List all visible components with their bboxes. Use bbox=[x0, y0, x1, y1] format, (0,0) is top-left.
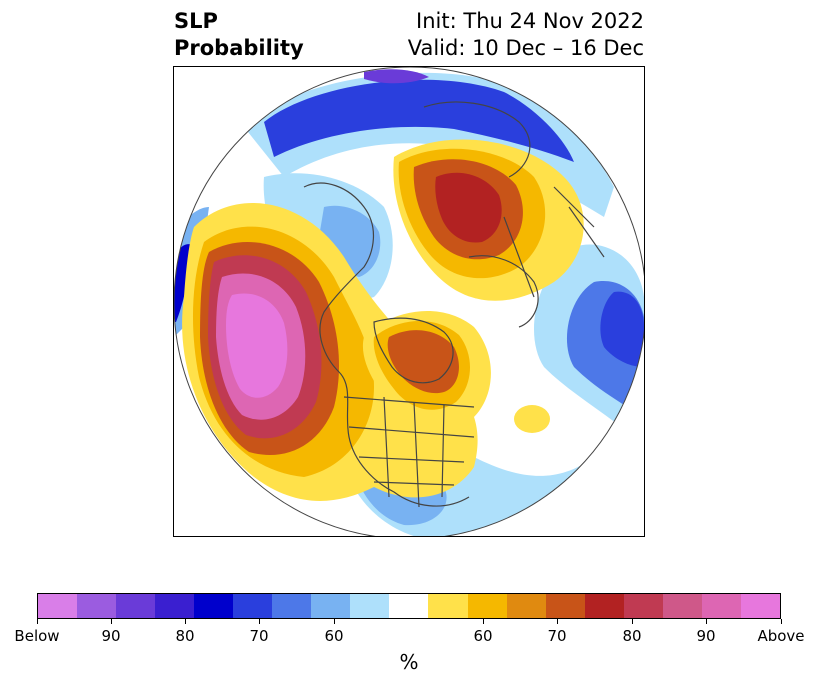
colorbar-cell bbox=[506, 594, 546, 618]
colorbar-cell bbox=[545, 594, 585, 618]
polar-projection-map bbox=[174, 67, 644, 536]
init-date-label: Init: Thu 24 Nov 2022 bbox=[416, 9, 644, 33]
colorbar-tick-label: 60 bbox=[473, 627, 493, 645]
colorbar-cell bbox=[701, 594, 741, 618]
colorbar-tick-label: 80 bbox=[175, 627, 195, 645]
below-anomaly-north-peak bbox=[364, 69, 429, 84]
colorbar-tick-label: 60 bbox=[324, 627, 344, 645]
above-anomaly-atlantic-blob bbox=[514, 405, 550, 433]
above-anomaly-arctic-80 bbox=[435, 172, 502, 243]
colorbar-tick-label: 90 bbox=[101, 627, 121, 645]
probability-colorbar bbox=[37, 593, 781, 619]
colorbar-tick-mark bbox=[557, 619, 558, 624]
colorbar-tick-label: 70 bbox=[547, 627, 567, 645]
colorbar-tick-label: Below bbox=[14, 627, 60, 645]
colorbar-tick-mark bbox=[483, 619, 484, 624]
colorbar-cell bbox=[662, 594, 702, 618]
below-anomaly-pacific-core bbox=[600, 291, 644, 367]
colorbar-tick-mark bbox=[185, 619, 186, 624]
colorbar-tick-mark bbox=[259, 619, 260, 624]
colorbar-cell bbox=[116, 594, 156, 618]
colorbar-cell bbox=[311, 594, 351, 618]
colorbar-tick-mark bbox=[706, 619, 707, 624]
colorbar-tick-label: 80 bbox=[622, 627, 642, 645]
colorbar-tick-label: Above bbox=[757, 627, 805, 645]
variable-label: SLP bbox=[174, 9, 218, 33]
colorbar-cell bbox=[350, 594, 390, 618]
colorbar-tick-mark bbox=[37, 619, 38, 624]
colorbar-cell bbox=[428, 594, 468, 618]
colorbar-tick-mark bbox=[781, 619, 782, 624]
colorbar-tick-mark bbox=[632, 619, 633, 624]
colorbar-cell bbox=[467, 594, 507, 618]
colorbar-cell bbox=[38, 594, 78, 618]
colorbar-tick-label: 90 bbox=[696, 627, 716, 645]
map-title-left: SLP Probability bbox=[174, 8, 304, 62]
below-anomaly-north-core bbox=[264, 79, 574, 162]
colorbar-cell bbox=[584, 594, 624, 618]
colorbar-cell bbox=[155, 594, 195, 618]
colorbar-tick-mark bbox=[334, 619, 335, 624]
probability-map bbox=[173, 66, 645, 537]
map-title-right: Init: Thu 24 Nov 2022 Valid: 10 Dec – 16… bbox=[408, 8, 644, 62]
colorbar-cell bbox=[77, 594, 117, 618]
colorbar-cell bbox=[233, 594, 273, 618]
variable-sublabel: Probability bbox=[174, 36, 304, 60]
coastlines bbox=[303, 101, 605, 508]
colorbar-cell bbox=[194, 594, 234, 618]
above-anomaly-pacific-peak bbox=[226, 293, 288, 398]
valid-range-label: Valid: 10 Dec – 16 Dec bbox=[407, 36, 644, 60]
colorbar-cell bbox=[389, 594, 429, 618]
colorbar-tick-label: 70 bbox=[249, 627, 269, 645]
colorbar-unit-label: % bbox=[399, 650, 419, 674]
colorbar-cell bbox=[272, 594, 312, 618]
colorbar-cell bbox=[740, 594, 780, 618]
colorbar-tick-mark bbox=[111, 619, 112, 624]
colorbar-cell bbox=[623, 594, 663, 618]
